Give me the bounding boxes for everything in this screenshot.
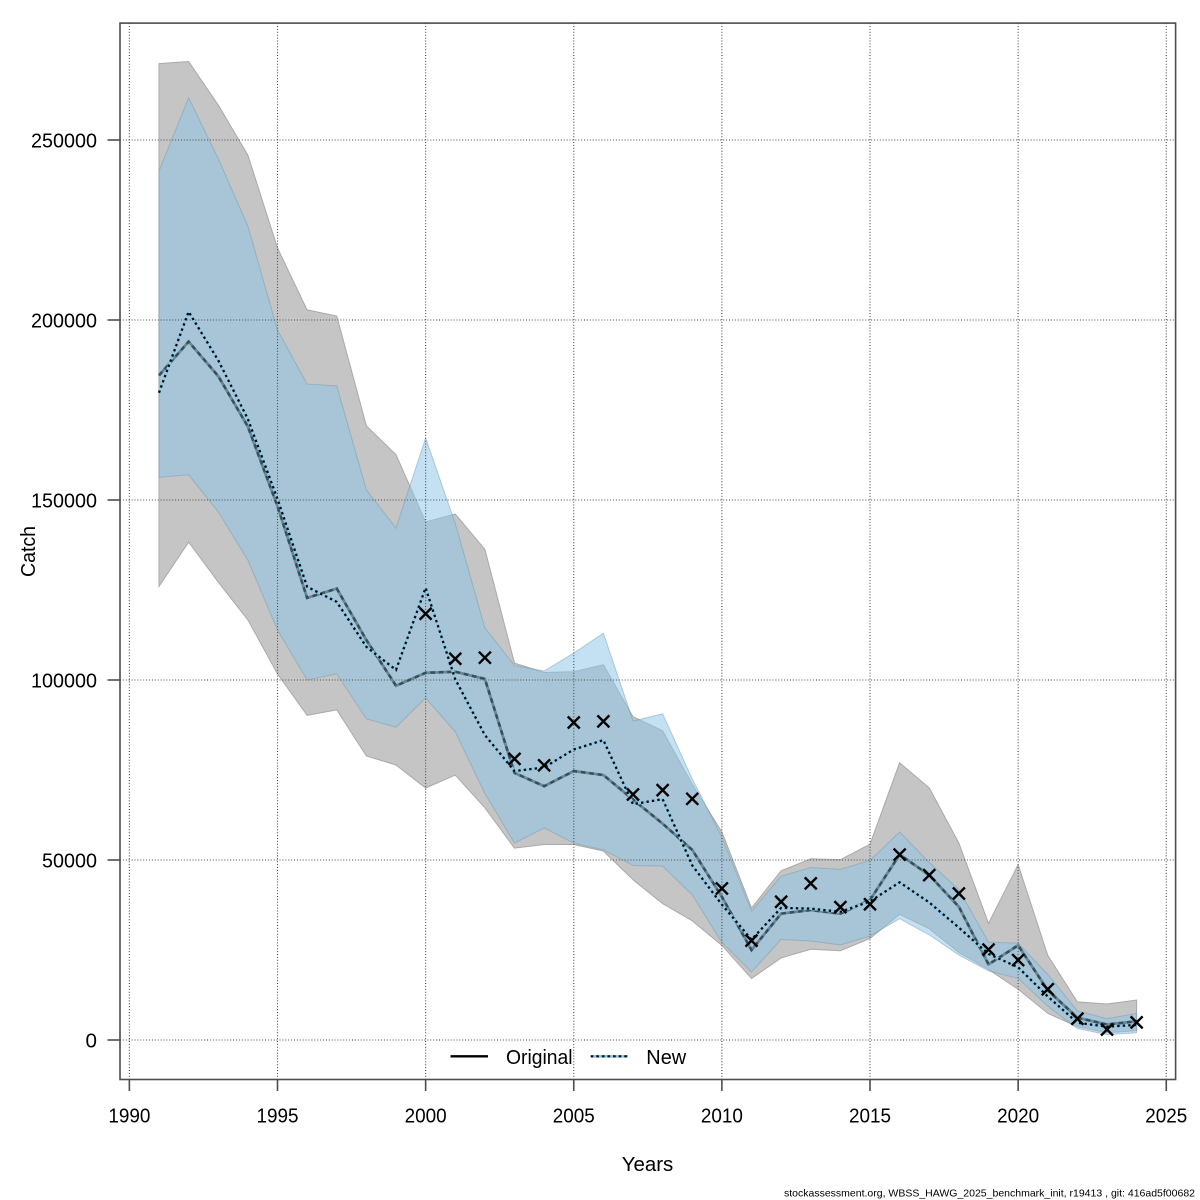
svg-text:50000: 50000 [42, 850, 97, 873]
svg-text:1995: 1995 [256, 1105, 298, 1128]
svg-text:2020: 2020 [997, 1105, 1039, 1128]
svg-text:1990: 1990 [108, 1105, 150, 1128]
svg-text:2015: 2015 [849, 1105, 891, 1128]
svg-text:0: 0 [86, 1030, 97, 1053]
svg-text:New: New [646, 1046, 686, 1069]
svg-text:2010: 2010 [701, 1105, 743, 1128]
svg-text:150000: 150000 [31, 490, 97, 513]
svg-text:Years: Years [622, 1153, 674, 1176]
svg-text:Original: Original [506, 1046, 573, 1069]
svg-text:2005: 2005 [553, 1105, 595, 1128]
svg-text:100000: 100000 [31, 670, 97, 693]
svg-text:stockassessment.org, WBSS_HAWG: stockassessment.org, WBSS_HAWG_2025_benc… [784, 1188, 1195, 1200]
svg-text:250000: 250000 [31, 130, 97, 153]
svg-text:2000: 2000 [405, 1105, 447, 1128]
svg-text:Catch: Catch [17, 526, 40, 577]
svg-text:2025: 2025 [1145, 1105, 1187, 1128]
svg-text:200000: 200000 [31, 310, 97, 333]
